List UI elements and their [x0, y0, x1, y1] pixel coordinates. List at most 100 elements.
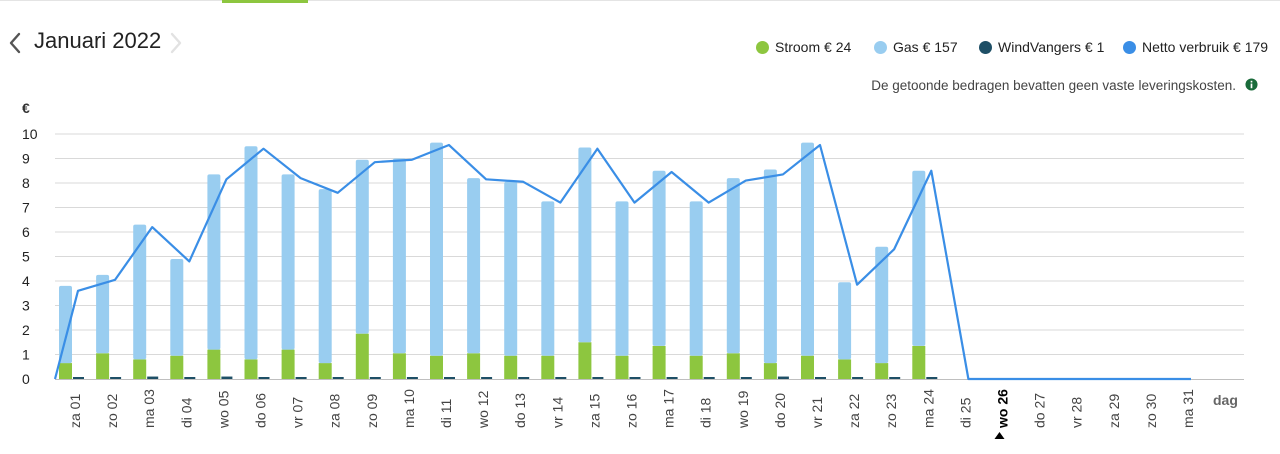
- x-tick-label: di 04: [178, 397, 194, 428]
- legend-label: Netto verbruik: [1142, 39, 1230, 55]
- bar-stroom: [652, 345, 666, 379]
- x-tick-label: zo 30: [1143, 394, 1159, 428]
- y-tick-label: 9: [22, 151, 30, 167]
- x-tick-label: vr 28: [1069, 397, 1085, 428]
- x-tick-label: vr 07: [290, 397, 306, 428]
- bar-windvangers: [295, 377, 307, 379]
- x-axis-label: dag: [1213, 392, 1238, 408]
- bar-windvangers: [703, 377, 715, 379]
- x-tick-label: vr 14: [549, 397, 565, 428]
- bar-windvangers: [555, 377, 567, 379]
- bar-windvangers: [852, 377, 864, 379]
- bar-stroom: [467, 353, 481, 379]
- y-tick-label: 1: [22, 347, 30, 363]
- bar-windvangers: [666, 377, 678, 379]
- y-tick-label: 0: [22, 371, 30, 387]
- legend-item-stroom[interactable]: Stroom € 24: [756, 39, 851, 55]
- bar-gas: [430, 142, 443, 356]
- netto-dot-icon: [1123, 40, 1136, 54]
- x-tick-label: ma 03: [141, 389, 157, 428]
- cost-note: De getoonde bedragen bevatten geen vaste…: [871, 78, 1236, 93]
- bar-gas: [763, 169, 777, 364]
- gas-dot-icon: [874, 40, 887, 54]
- x-tick-label: za 01: [67, 394, 83, 428]
- y-tick-label: 7: [22, 200, 30, 216]
- bar-windvangers: [777, 376, 789, 379]
- bar-windvangers: [221, 376, 233, 379]
- bar-stroom: [763, 363, 777, 379]
- bar-stroom: [430, 355, 443, 379]
- bar-stroom: [726, 353, 740, 379]
- chart-legend: Stroom € 24 Gas € 157 WindVangers € 1 Ne…: [0, 39, 1280, 59]
- bar-stroom: [875, 363, 889, 379]
- bar-gas: [392, 158, 406, 354]
- y-tick-label: 4: [22, 273, 30, 289]
- top-divider: [0, 0, 1280, 1]
- y-tick-label: 2: [22, 322, 30, 338]
- y-axis-label: €: [22, 100, 30, 116]
- bar-windvangers: [184, 377, 196, 379]
- bar-windvangers: [258, 377, 270, 379]
- legend-label: WindVangers: [998, 39, 1082, 55]
- x-tick-label: zo 02: [104, 394, 120, 428]
- bar-windvangers: [147, 376, 159, 379]
- x-tick-label: za 08: [327, 394, 343, 428]
- y-tick-label: 5: [22, 249, 30, 265]
- bar-gas: [801, 142, 814, 356]
- x-tick-label: ma 31: [1180, 389, 1196, 428]
- legend-item-gas[interactable]: Gas € 157: [874, 39, 958, 55]
- bar-windvangers: [740, 377, 752, 379]
- y-tick-label: 8: [22, 175, 30, 191]
- x-tick-label: di 11: [438, 398, 454, 428]
- bar-stroom: [207, 349, 221, 379]
- legend-amount: € 179: [1233, 39, 1269, 55]
- bar-gas: [355, 159, 369, 334]
- x-tick-label: ma 10: [401, 389, 417, 428]
- x-tick-label: zo 16: [624, 394, 640, 428]
- legend-amount: € 24: [824, 39, 852, 55]
- bar-stroom: [689, 355, 703, 379]
- bar-gas: [912, 170, 926, 346]
- bar-windvangers: [73, 377, 84, 379]
- x-tick-label: zo 23: [883, 394, 899, 428]
- x-tick-label: di 25: [957, 397, 973, 428]
- legend-item-windvangers[interactable]: WindVangers € 1: [979, 39, 1104, 55]
- bar-gas: [318, 189, 332, 364]
- x-tick-label: za 29: [1106, 394, 1122, 428]
- bar-stroom: [59, 363, 72, 379]
- bar-stroom: [355, 333, 369, 379]
- x-tick-label: do 27: [1032, 393, 1048, 428]
- bar-gas: [726, 178, 740, 354]
- bar-gas: [133, 224, 147, 360]
- bar-stroom: [392, 353, 406, 379]
- bar-stroom: [615, 355, 629, 379]
- bar-windvangers: [926, 377, 938, 379]
- x-tick-label: za 15: [586, 394, 602, 428]
- x-tick-label: za 22: [846, 394, 862, 428]
- legend-item-netto-verbruik[interactable]: Netto verbruik € 179: [1123, 39, 1268, 55]
- bar-gas: [578, 147, 592, 343]
- bar-stroom: [541, 355, 555, 379]
- netto-verbruik-line: [53, 143, 1191, 381]
- windvangers-dot-icon: [979, 40, 992, 54]
- bar-stroom: [504, 355, 518, 379]
- page-title: Januari 2022: [34, 28, 162, 53]
- info-icon[interactable]: [1245, 78, 1258, 91]
- chevron-left-icon[interactable]: [4, 24, 26, 60]
- bar-stroom: [244, 359, 258, 379]
- y-tick-label: 6: [22, 224, 30, 240]
- bar-gas: [59, 285, 72, 364]
- x-tick-label: ma 17: [661, 389, 677, 428]
- bar-gas: [652, 170, 666, 346]
- bar-gas: [615, 201, 629, 356]
- today-marker-icon: [994, 432, 1005, 439]
- bar-windvangers: [518, 377, 530, 379]
- x-tick-label: wo 19: [735, 390, 751, 429]
- bar-gas: [170, 258, 184, 356]
- chevron-right-icon[interactable]: [164, 24, 186, 60]
- bar-windvangers: [815, 377, 826, 379]
- active-tab-indicator: [222, 0, 308, 3]
- bar-windvangers: [406, 377, 418, 379]
- bar-stroom: [318, 363, 332, 379]
